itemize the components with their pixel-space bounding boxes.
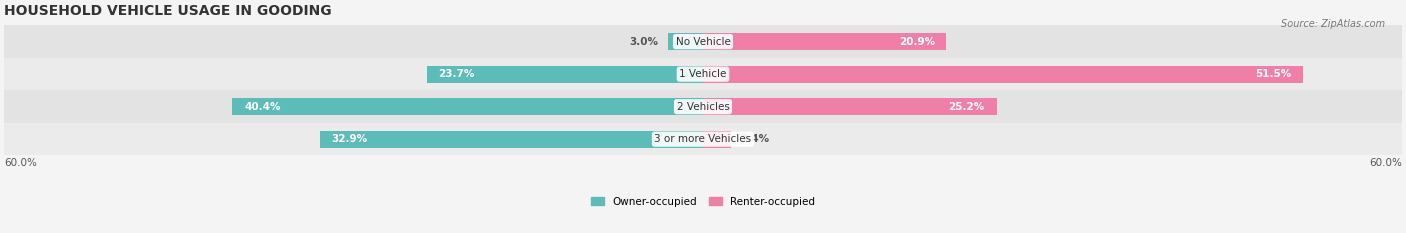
Legend: Owner-occupied, Renter-occupied: Owner-occupied, Renter-occupied [586, 192, 820, 211]
Text: 3 or more Vehicles: 3 or more Vehicles [654, 134, 752, 144]
Text: 60.0%: 60.0% [1369, 158, 1402, 168]
Bar [4, 123, 1402, 155]
Bar [703, 98, 997, 115]
Text: No Vehicle: No Vehicle [675, 37, 731, 47]
Bar [703, 33, 946, 50]
Text: Source: ZipAtlas.com: Source: ZipAtlas.com [1281, 19, 1385, 29]
Bar [4, 25, 1402, 58]
Text: 1 Vehicle: 1 Vehicle [679, 69, 727, 79]
Text: 32.9%: 32.9% [332, 134, 367, 144]
Text: HOUSEHOLD VEHICLE USAGE IN GOODING: HOUSEHOLD VEHICLE USAGE IN GOODING [4, 4, 332, 18]
Text: 2.4%: 2.4% [741, 134, 769, 144]
Text: 25.2%: 25.2% [949, 102, 984, 112]
Text: 2 Vehicles: 2 Vehicles [676, 102, 730, 112]
Bar [4, 58, 1402, 90]
Bar [668, 33, 703, 50]
Text: 3.0%: 3.0% [630, 37, 659, 47]
Bar [703, 66, 1303, 82]
Text: 51.5%: 51.5% [1256, 69, 1291, 79]
Text: 20.9%: 20.9% [898, 37, 935, 47]
Bar [427, 66, 703, 82]
Text: 60.0%: 60.0% [4, 158, 37, 168]
Text: 23.7%: 23.7% [439, 69, 475, 79]
Bar [319, 131, 703, 148]
Bar [232, 98, 703, 115]
Bar [4, 90, 1402, 123]
Bar [703, 131, 731, 148]
Text: 40.4%: 40.4% [245, 102, 281, 112]
